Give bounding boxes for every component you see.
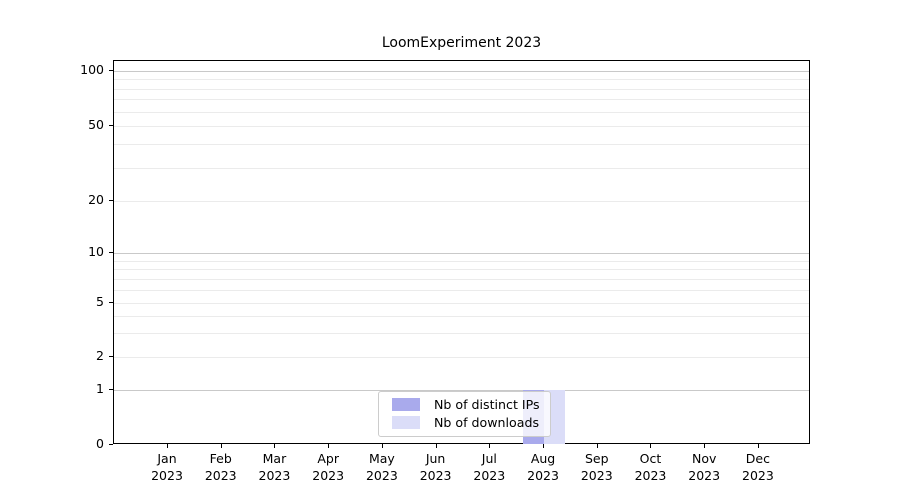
- legend-swatch-downloads: [392, 416, 420, 429]
- x-tick-dec: [757, 444, 759, 448]
- x-tick-feb: [220, 444, 222, 448]
- legend-item-downloads: Nb of downloads: [386, 415, 540, 430]
- x-tick-nov: [704, 444, 706, 448]
- y-tick-label-20: 20: [88, 192, 104, 207]
- x-tick-jun: [435, 444, 437, 448]
- x-tick-label-aug: Aug 2023: [527, 451, 559, 483]
- gridline-minor-7: [114, 278, 809, 280]
- x-tick-mar: [274, 444, 276, 448]
- y-tick-label-0: 0: [96, 436, 104, 451]
- gridline-minor-4: [114, 315, 809, 317]
- x-tick-aug: [543, 444, 545, 448]
- x-tick-label-may: May 2023: [365, 451, 398, 483]
- gridline-minor-40: [114, 144, 809, 146]
- legend-swatch-distinct-ips: [392, 398, 420, 411]
- x-tick-label-jul: Jul 2023: [473, 451, 506, 483]
- gridline-minor-6: [114, 289, 809, 291]
- x-tick-jan: [167, 444, 168, 448]
- y-tick-20: [109, 200, 113, 201]
- gridline-5: [114, 302, 809, 304]
- chart-title: LoomExperiment 2023: [381, 35, 542, 51]
- plot-area: Nb of distinct IPs Nb of downloads: [113, 60, 810, 444]
- gridline-minor-30: [114, 167, 809, 169]
- y-tick-label-100: 100: [80, 62, 104, 77]
- x-tick-label-jun: Jun 2023: [419, 451, 452, 483]
- y-tick-label-1: 1: [96, 381, 104, 396]
- y-tick-10: [109, 252, 113, 253]
- gridline-minor-90: [114, 79, 809, 81]
- legend: Nb of distinct IPs Nb of downloads: [378, 391, 551, 437]
- x-tick-label-dec: Dec 2023: [742, 451, 774, 483]
- gridline-minor-9: [114, 260, 809, 262]
- gridline-major-100: [114, 71, 809, 72]
- x-tick-label-jan: Jan 2023: [151, 451, 183, 483]
- y-tick-label-2: 2: [96, 347, 104, 363]
- gridline-minor-60: [114, 111, 809, 113]
- x-tick-label-nov: Nov 2023: [688, 451, 721, 483]
- y-tick-label-50: 50: [88, 117, 104, 132]
- y-tick-label-5: 5: [96, 293, 104, 309]
- gridline-minor-70: [114, 99, 809, 101]
- x-tick-label-mar: Mar 2023: [258, 451, 291, 483]
- y-tick-50: [109, 125, 113, 126]
- y-tick-1: [109, 389, 113, 390]
- x-tick-label-apr: Apr 2023: [312, 451, 345, 483]
- gridline-2: [114, 356, 809, 358]
- y-tick-2: [109, 355, 113, 357]
- x-tick-label-oct: Oct 2023: [634, 451, 667, 483]
- gridline-major-10: [114, 253, 809, 254]
- x-tick-sep: [596, 444, 598, 448]
- gridline-minor-3: [114, 332, 809, 334]
- gridline-minor-8: [114, 268, 809, 270]
- y-tick-100: [109, 70, 113, 71]
- x-tick-oct: [650, 444, 652, 448]
- x-tick-label-feb: Feb 2023: [204, 451, 237, 483]
- legend-label-downloads: Nb of downloads: [434, 415, 540, 430]
- x-tick-jul: [489, 444, 491, 448]
- x-tick-may: [381, 444, 383, 448]
- y-tick-5: [109, 301, 113, 303]
- gridline-50: [114, 126, 809, 127]
- legend-label-distinct-ips: Nb of distinct IPs: [434, 397, 540, 412]
- gridline-minor-80: [114, 88, 809, 90]
- gridline-20: [114, 201, 809, 202]
- x-tick-label-sep: Sep 2023: [580, 451, 613, 483]
- gridline-major-1: [114, 390, 809, 391]
- x-tick-apr: [328, 444, 330, 448]
- y-tick-label-10: 10: [88, 244, 104, 259]
- legend-item-distinct-ips: Nb of distinct IPs: [386, 397, 540, 412]
- y-tick-0: [109, 444, 113, 445]
